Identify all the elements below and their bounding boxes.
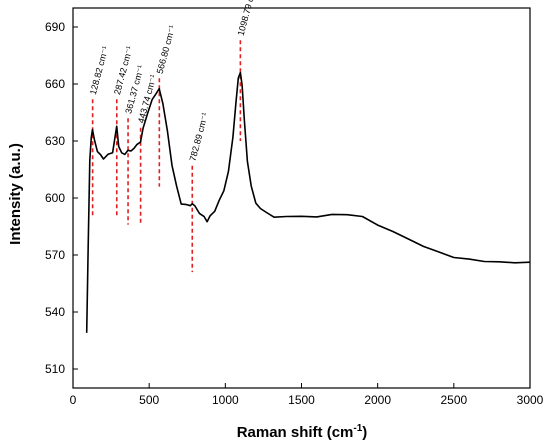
- y-tick-label: 570: [45, 248, 65, 262]
- y-tick-label: 510: [45, 362, 65, 376]
- peak-label: 566.80 cm⁻¹: [155, 24, 178, 75]
- x-tick-label: 2000: [364, 393, 391, 407]
- spectrum-line: [85, 71, 531, 333]
- y-axis-title: Intensity (a.u.): [7, 143, 24, 245]
- y-tick-label: 600: [45, 191, 65, 205]
- x-tick-label: 2500: [440, 393, 467, 407]
- peak-label: 128.82 cm⁻¹: [88, 45, 111, 96]
- x-tick-label: 1000: [212, 393, 239, 407]
- peak-label: 1098.79 cm⁻¹: [236, 0, 260, 37]
- ticks-layer: 0 500 1000 1500 2000 2500 3000 510 540 570 600 630 6…: [45, 20, 544, 407]
- plot-frame: [72, 7, 531, 389]
- x-tick-label: 0: [70, 393, 77, 407]
- axes-layer: [72, 7, 531, 389]
- y-tick-label: 540: [45, 305, 65, 319]
- x-tick-label: 500: [139, 393, 159, 407]
- peak-label: 782.89 cm⁻¹: [188, 112, 211, 163]
- x-tick-label: 3000: [517, 393, 544, 407]
- y-tick-label: 690: [45, 20, 65, 34]
- x-axis-title: Raman shift (cm-1): [237, 423, 368, 441]
- series-layer: [85, 71, 531, 333]
- y-tick-label: 630: [45, 134, 65, 148]
- x-tick-label: 1500: [288, 393, 315, 407]
- y-tick-label: 660: [45, 77, 65, 91]
